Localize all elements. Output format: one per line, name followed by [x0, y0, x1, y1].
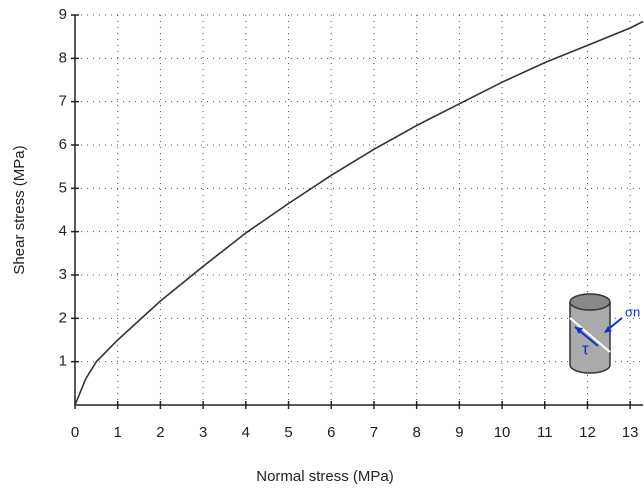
y-tick-label: 8 — [59, 49, 67, 66]
y-tick-label: 2 — [59, 309, 67, 326]
x-tick-label: 7 — [370, 424, 378, 441]
x-tick-label: 9 — [455, 424, 463, 441]
x-axis-title: Normal stress (MPa) — [256, 468, 394, 485]
y-tick-label: 1 — [59, 353, 67, 370]
icon — [569, 293, 623, 374]
y-tick-label: 4 — [59, 223, 67, 240]
x-tick-label: 11 — [537, 424, 553, 441]
x-tick-label: 2 — [156, 424, 164, 441]
x-tick-label: 0 — [71, 424, 79, 441]
annotation: σn — [625, 304, 640, 319]
y-tick-label: 6 — [59, 136, 67, 153]
y-axis-title: Shear stress (MPa) — [11, 145, 28, 274]
x-tick-label: 6 — [327, 424, 335, 441]
x-tick-label: 1 — [114, 424, 122, 441]
y-tick-label: 9 — [59, 6, 67, 23]
annotation: τ — [582, 339, 589, 358]
x-tick-label: 5 — [284, 424, 292, 441]
y-tick-label: 3 — [59, 266, 67, 283]
x-tick-label: 13 — [622, 424, 639, 441]
x-tick-label: 12 — [579, 424, 596, 441]
x-tick-label: 4 — [242, 424, 250, 441]
x-tick-label: 8 — [412, 424, 420, 441]
y-tick-label: 5 — [59, 179, 67, 196]
x-tick-label: 10 — [494, 424, 511, 441]
curve — [74, 20, 644, 406]
x-tick-label: 3 — [199, 424, 207, 441]
y-tick-label: 7 — [59, 93, 67, 110]
